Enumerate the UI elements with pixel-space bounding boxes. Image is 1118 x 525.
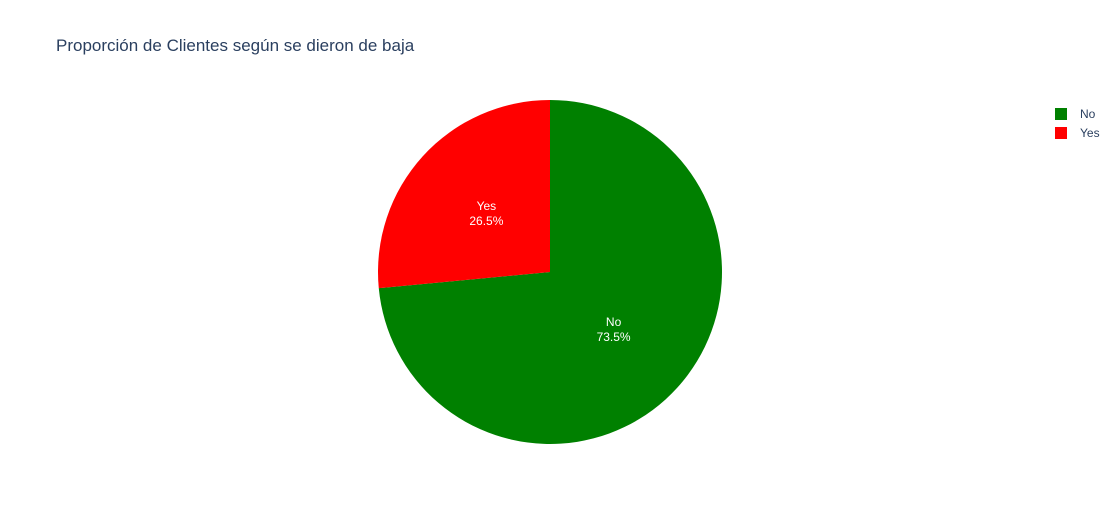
slice-label-category: No: [606, 315, 622, 329]
legend-item-yes[interactable]: Yes: [1055, 126, 1100, 140]
legend[interactable]: No Yes: [1055, 107, 1100, 140]
slice-label-no: No 73.5%: [597, 315, 631, 344]
slice-label-percent: 73.5%: [597, 330, 631, 344]
legend-label-yes[interactable]: Yes: [1080, 126, 1100, 140]
chart-title: Proporción de Clientes según se dieron d…: [56, 36, 415, 55]
legend-swatch-yes[interactable]: [1055, 127, 1067, 139]
legend-label-no[interactable]: No: [1080, 107, 1096, 121]
pie-slice-yes[interactable]: [378, 100, 550, 289]
slice-label-percent: 26.5%: [469, 214, 503, 228]
pie-slices: [378, 100, 722, 444]
legend-item-no[interactable]: No: [1055, 107, 1096, 121]
slice-label-yes: Yes 26.5%: [469, 199, 503, 228]
pie-slice-no[interactable]: [378, 100, 722, 444]
legend-swatch-no[interactable]: [1055, 108, 1067, 120]
slice-label-category: Yes: [477, 199, 497, 213]
pie-slice-labels: No 73.5% Yes 26.5%: [469, 199, 631, 344]
